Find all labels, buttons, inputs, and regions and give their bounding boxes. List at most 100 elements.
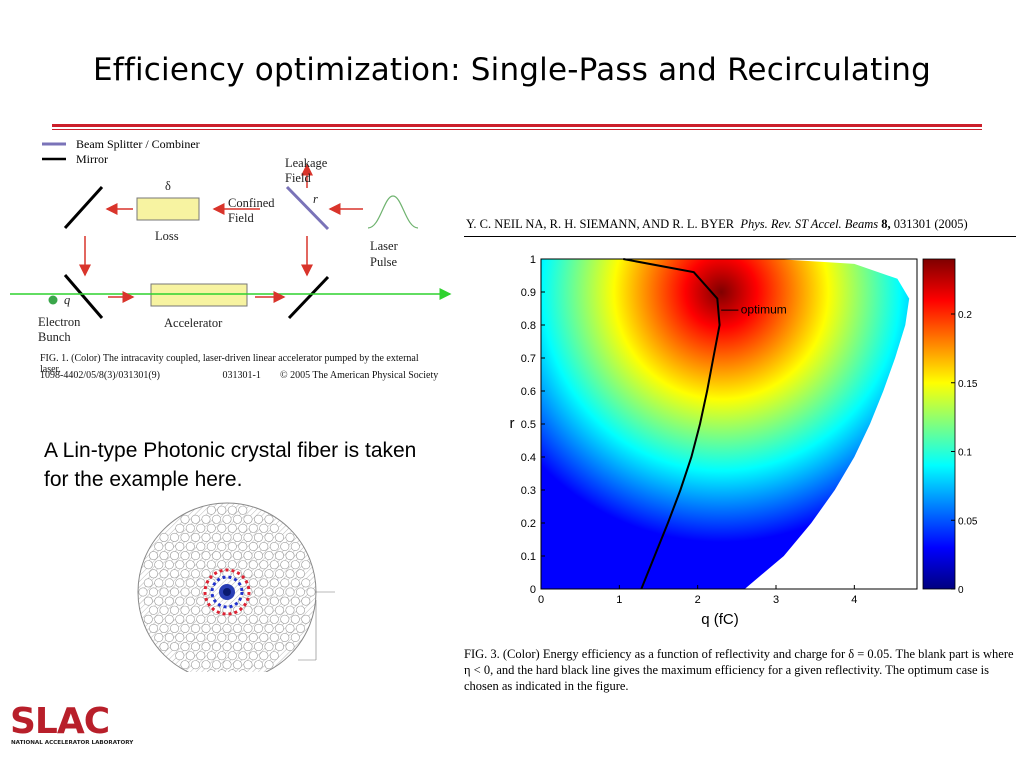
mirror-top-left	[63, 185, 104, 230]
air-hole	[259, 560, 269, 570]
air-hole	[212, 532, 222, 542]
colorbar-tick-label: 0.1	[958, 448, 972, 459]
air-hole	[154, 541, 164, 551]
air-hole	[285, 551, 295, 561]
air-hole	[159, 605, 169, 615]
air-hole	[248, 633, 258, 643]
air-hole	[169, 642, 179, 652]
air-hole	[196, 596, 206, 606]
air-hole	[227, 505, 237, 515]
colorbar-ticks: 0 0.05 0.1 0.15 0.2	[951, 310, 978, 596]
air-hole	[217, 560, 227, 570]
air-hole	[264, 551, 274, 561]
svg-text:q: q	[64, 293, 70, 307]
air-hole	[222, 623, 232, 633]
air-hole	[275, 587, 285, 597]
y-tick-label: 1	[530, 254, 536, 266]
air-hole	[269, 541, 279, 551]
air-hole	[248, 560, 258, 570]
air-hole	[238, 560, 248, 570]
y-tick-label: 0.9	[521, 287, 536, 299]
air-hole	[238, 614, 248, 624]
svg-text:Confined: Confined	[228, 196, 275, 210]
air-hole	[243, 551, 253, 561]
air-hole	[169, 587, 179, 597]
air-hole	[275, 623, 285, 633]
air-hole	[254, 605, 264, 615]
air-hole	[154, 596, 164, 606]
air-hole	[264, 587, 274, 597]
air-hole	[254, 551, 264, 561]
figure-1-meta: 1098-4402/05/8(3)/031301(9) 031301-1 © 2…	[40, 370, 440, 381]
air-hole	[285, 532, 295, 542]
slac-logo: SLAC NATIONAL ACCELERATOR LABORATORY	[10, 701, 134, 746]
air-hole	[269, 651, 279, 661]
air-hole	[169, 569, 179, 579]
air-hole	[285, 642, 295, 652]
figure-1-schematic: Beam Splitter / Combiner Mirror δ Loss C…	[10, 137, 452, 344]
colorbar-tick-label: 0.15	[958, 379, 978, 390]
colorbar-tick-label: 0.05	[958, 516, 978, 527]
body-text: A Lin-type Photonic crystal fiber is tak…	[44, 439, 417, 491]
y-tick-label: 0.4	[521, 452, 536, 464]
air-hole	[143, 560, 153, 570]
air-hole	[227, 633, 237, 643]
air-hole	[296, 569, 306, 579]
air-hole	[180, 587, 190, 597]
y-tick-label: 0.2	[521, 518, 536, 530]
photonic-crystal-fiber-image	[137, 502, 335, 672]
air-hole	[248, 523, 258, 533]
x-tick-label: 2	[695, 594, 701, 606]
air-hole	[217, 651, 227, 661]
air-hole	[190, 569, 200, 579]
y-tick-label: 0.5	[521, 419, 536, 431]
air-hole	[180, 623, 190, 633]
air-hole	[259, 651, 269, 661]
air-hole	[233, 551, 243, 561]
air-hole	[196, 633, 206, 643]
air-hole	[154, 614, 164, 624]
air-hole	[159, 642, 169, 652]
air-hole	[259, 578, 269, 588]
air-hole	[264, 605, 274, 615]
laser-pulse-shape	[367, 195, 419, 229]
reference-header: Y. C. NEIL NA, R. H. SIEMANN, AND R. L. …	[466, 217, 1024, 232]
air-hole	[169, 551, 179, 561]
air-hole	[175, 541, 185, 551]
air-hole	[143, 614, 153, 624]
ref-volume: 8,	[881, 217, 891, 231]
air-hole	[296, 605, 306, 615]
air-hole	[138, 587, 148, 597]
electron-dot	[48, 295, 58, 305]
air-hole	[227, 541, 237, 551]
air-hole	[196, 560, 206, 570]
air-hole	[206, 523, 216, 533]
air-hole	[154, 633, 164, 643]
colorbar-tick-label: 0	[958, 585, 964, 596]
air-hole	[196, 578, 206, 588]
y-tick-label: 0.7	[521, 353, 536, 365]
air-hole	[206, 651, 216, 661]
air-hole	[248, 651, 258, 661]
air-hole	[259, 633, 269, 643]
air-hole	[264, 623, 274, 633]
air-hole	[254, 569, 264, 579]
y-axis-ticks: 0 0.1 0.2 0.3 0.4 0.5 0.6 0.7 0.8 0.9 1	[521, 254, 545, 596]
air-hole	[164, 614, 174, 624]
air-hole	[285, 569, 295, 579]
air-hole	[175, 578, 185, 588]
air-hole	[243, 660, 253, 670]
air-hole	[238, 523, 248, 533]
colorbar	[922, 258, 956, 590]
legend-mirror-label: Mirror	[76, 152, 108, 166]
air-hole	[243, 514, 253, 524]
air-hole	[206, 614, 216, 624]
y-tick-label: 0	[530, 584, 536, 596]
air-hole	[285, 587, 295, 597]
air-hole	[185, 596, 195, 606]
air-hole	[301, 614, 311, 624]
air-hole	[196, 541, 206, 551]
air-hole	[196, 523, 206, 533]
air-hole	[290, 541, 300, 551]
x-axis-label: q (fC)	[701, 611, 739, 628]
